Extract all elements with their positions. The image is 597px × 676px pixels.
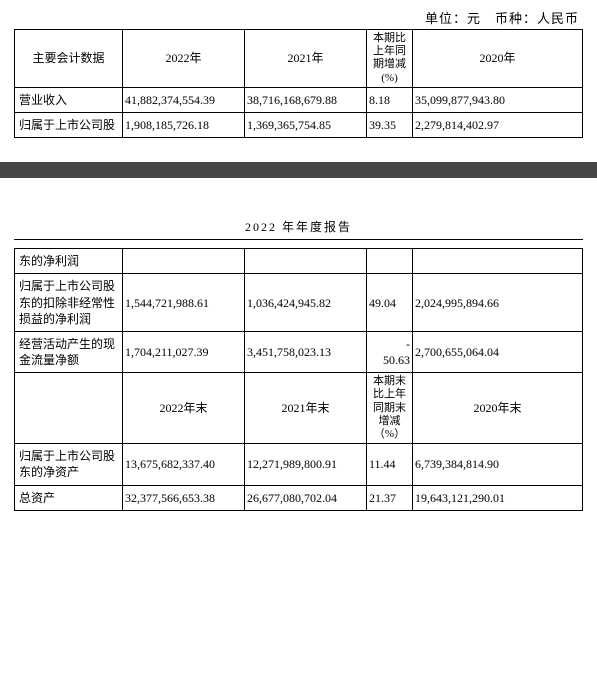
neg-sign: - [369, 336, 410, 352]
cell-value [245, 249, 367, 274]
cell-value: 1,544,721,988.61 [123, 274, 245, 332]
cell-value: 1,036,424,945.82 [245, 274, 367, 332]
table-header-row: 主要会计数据 2022年 2021年 本期比上年同期增减(%) 2020年 [15, 30, 583, 88]
cell-pct: 39.35 [367, 112, 413, 137]
row-label: 归属于上市公司股东的净资产 [15, 444, 123, 485]
cell-value: 35,099,877,943.80 [413, 87, 583, 112]
cell-value: 12,271,989,800.91 [245, 444, 367, 485]
table-row: 东的净利润 [15, 249, 583, 274]
upper-page-section: 单位：元 币种：人民币 主要会计数据 2022年 2021年 本期比上年同期增减… [0, 0, 597, 150]
row-label: 归属于上市公司股东的扣除非经常性损益的净利润 [15, 274, 123, 332]
cell-value: 26,677,080,702.04 [245, 485, 367, 510]
report-title: 2022 年年度报告 [0, 212, 597, 237]
header-2020-end: 2020年末 [413, 373, 583, 444]
cell-value: 1,369,365,754.85 [245, 112, 367, 137]
accounting-data-table-2: 东的净利润 归属于上市公司股东的扣除非经常性损益的净利润 1,544,721,9… [14, 248, 583, 511]
row-label: 总资产 [15, 485, 123, 510]
pct-value: 50.63 [369, 352, 410, 368]
header-2022: 2022年 [123, 30, 245, 88]
page-break [0, 150, 597, 212]
cell-pct: 49.04 [367, 274, 413, 332]
cell-value: 19,643,121,290.01 [413, 485, 583, 510]
header-pct: 本期比上年同期增减(%) [367, 30, 413, 88]
title-underline [14, 239, 583, 240]
table-row: 经营活动产生的现金流量净额 1,704,211,027.39 3,451,758… [15, 331, 583, 372]
cell-value [123, 249, 245, 274]
cell-value: 2,700,655,064.04 [413, 331, 583, 372]
cell-value [413, 249, 583, 274]
table-row: 营业收入 41,882,374,554.39 38,716,168,679.88… [15, 87, 583, 112]
cell-value: 2,024,995,894.66 [413, 274, 583, 332]
lower-page-section: 东的净利润 归属于上市公司股东的扣除非经常性损益的净利润 1,544,721,9… [0, 246, 597, 523]
cell-value: 3,451,758,023.13 [245, 331, 367, 372]
cell-pct: 8.18 [367, 87, 413, 112]
cell-value: 1,908,185,726.18 [123, 112, 245, 137]
cell-pct [367, 249, 413, 274]
header-metric: 主要会计数据 [15, 30, 123, 88]
cell-pct: - 50.63 [367, 331, 413, 372]
header-2021: 2021年 [245, 30, 367, 88]
cell-value: 41,882,374,554.39 [123, 87, 245, 112]
row-label: 经营活动产生的现金流量净额 [15, 331, 123, 372]
table-row: 归属于上市公司股东的净资产 13,675,682,337.40 12,271,9… [15, 444, 583, 485]
unit-line: 单位：元 币种：人民币 [14, 8, 583, 27]
header-2021-end: 2021年末 [245, 373, 367, 444]
cell-value: 2,279,814,402.97 [413, 112, 583, 137]
cell-value: 1,704,211,027.39 [123, 331, 245, 372]
accounting-data-table-1: 主要会计数据 2022年 2021年 本期比上年同期增减(%) 2020年 营业… [14, 29, 583, 138]
header-2020: 2020年 [413, 30, 583, 88]
table-row: 总资产 32,377,566,653.38 26,677,080,702.04 … [15, 485, 583, 510]
cell-value: 38,716,168,679.88 [245, 87, 367, 112]
cell-value: 6,739,384,814.90 [413, 444, 583, 485]
table-row: 归属于上市公司股东的扣除非经常性损益的净利润 1,544,721,988.61 … [15, 274, 583, 332]
cell-pct: 11.44 [367, 444, 413, 485]
header-pct-end: 本期末比上年同期末增减（%） [367, 373, 413, 444]
row-label: 归属于上市公司股 [15, 112, 123, 137]
table-header-row: 2022年末 2021年末 本期末比上年同期末增减（%） 2020年末 [15, 373, 583, 444]
header-2022-end: 2022年末 [123, 373, 245, 444]
header-metric [15, 373, 123, 444]
cell-value: 32,377,566,653.38 [123, 485, 245, 510]
table-row: 归属于上市公司股 1,908,185,726.18 1,369,365,754.… [15, 112, 583, 137]
cell-pct: 21.37 [367, 485, 413, 510]
row-label: 东的净利润 [15, 249, 123, 274]
row-label: 营业收入 [15, 87, 123, 112]
cell-value: 13,675,682,337.40 [123, 444, 245, 485]
